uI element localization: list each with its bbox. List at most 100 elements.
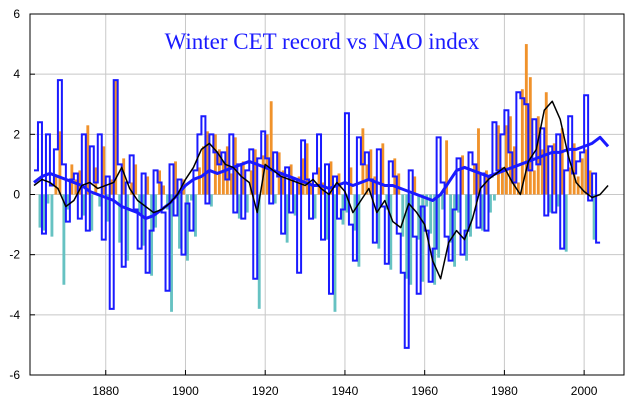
- nao-bar: [170, 194, 173, 312]
- nao-bar: [305, 143, 309, 195]
- nao-bar: [134, 164, 138, 195]
- nao-bar: [110, 179, 114, 195]
- nao-bar: [42, 194, 46, 231]
- nao-bar: [150, 194, 154, 276]
- nao-bar: [54, 176, 58, 195]
- nao-bar: [174, 161, 177, 195]
- nao-bar: [349, 167, 353, 195]
- nao-bar: [297, 176, 301, 195]
- nao-bar: [78, 170, 82, 195]
- x-tick-label: 1880: [92, 384, 119, 398]
- nao-bar: [273, 194, 277, 204]
- nao-bar: [361, 128, 365, 195]
- nao-bar: [317, 167, 321, 195]
- nao-bar: [572, 143, 576, 195]
- x-tick-label: 1900: [172, 384, 199, 398]
- nao-bar: [413, 176, 417, 195]
- y-tick-label: 6: [13, 7, 20, 21]
- nao-bar: [50, 194, 54, 237]
- nao-bar: [520, 89, 524, 195]
- nao-bar: [333, 194, 337, 312]
- nao-bar: [493, 194, 496, 201]
- smoothed-lines: [33, 100, 610, 280]
- nao-bar: [98, 194, 102, 207]
- nao-bar: [106, 194, 110, 222]
- nao-bar: [401, 194, 405, 237]
- x-tick-label: 1980: [491, 384, 518, 398]
- nao-bar: [190, 194, 193, 201]
- nao-bar: [473, 164, 476, 195]
- nao-bar: [421, 194, 425, 282]
- nao-bar: [205, 131, 209, 195]
- nao-bar: [301, 158, 305, 195]
- nao-bar: [449, 194, 453, 243]
- nao-bar: [213, 134, 217, 195]
- nao-bar: [441, 194, 445, 210]
- nao-bar: [532, 170, 536, 195]
- y-tick-label: 0: [13, 188, 20, 202]
- nao-bar: [385, 194, 389, 210]
- nao-bar: [508, 116, 512, 195]
- nao-bar: [564, 194, 568, 252]
- nao-bar: [58, 131, 62, 195]
- nao-bar: [536, 116, 540, 195]
- nao-bar: [146, 176, 150, 195]
- nao-bar: [90, 194, 94, 231]
- nao-bar: [560, 128, 564, 195]
- cet-step-series: [33, 79, 601, 349]
- nao-bar: [178, 194, 181, 249]
- nao-bar: [66, 194, 70, 210]
- nao-bar: [325, 194, 329, 240]
- nao-bar: [540, 149, 544, 195]
- nao-bar: [465, 194, 468, 261]
- nao-bar: [397, 173, 401, 195]
- chart-title: Winter CET record vs NAO index: [165, 29, 480, 54]
- nao-bar: [166, 194, 169, 210]
- nao-bar: [209, 194, 213, 207]
- nao-bar: [86, 125, 90, 195]
- nao-bar: [138, 194, 142, 213]
- nao-bar: [477, 128, 480, 195]
- nao-bar: [197, 167, 201, 195]
- y-tick-label: 2: [13, 127, 20, 141]
- nao-bar: [186, 194, 189, 261]
- x-tick-label: 1960: [411, 384, 438, 398]
- nao-bar: [445, 140, 449, 195]
- nao-bar: [114, 80, 118, 195]
- nao-bar: [552, 143, 556, 195]
- nao-bar: [257, 194, 261, 309]
- smoothed-cet-line: [33, 135, 610, 221]
- nao-bar: [481, 194, 484, 231]
- nao-bar: [588, 170, 592, 195]
- nao-bar: [122, 158, 126, 195]
- nao-bar: [309, 182, 313, 195]
- y-tick-label: -2: [9, 248, 20, 262]
- axis-ticks: -6 -4 -2 0 2 4 6 1880 1900 1920 1940 1960 1980 2000: [9, 7, 597, 398]
- nao-bar: [409, 194, 413, 285]
- nao-bar: [377, 194, 381, 249]
- nao-bar: [556, 194, 560, 207]
- x-tick-label: 1940: [332, 384, 359, 398]
- nao-bar: [381, 143, 385, 195]
- nao-bar: [126, 194, 130, 261]
- nao-bar: [345, 194, 349, 213]
- nao-bar: [417, 194, 421, 240]
- y-tick-label: -4: [9, 308, 20, 322]
- x-tick-label: 1920: [252, 384, 279, 398]
- smoothed-nao-line: [33, 100, 609, 280]
- cet-step-line: [33, 79, 601, 349]
- nao-bar: [548, 194, 552, 213]
- nao-bar: [321, 182, 325, 195]
- nao-bar: [46, 194, 50, 204]
- nao-bar: [94, 167, 98, 195]
- nao-bar: [453, 194, 457, 267]
- x-tick-label: 2000: [571, 384, 598, 398]
- nao-bar: [285, 194, 289, 243]
- y-tick-label: 4: [13, 67, 20, 81]
- nao-bar: [74, 179, 78, 195]
- nao-bar: [265, 134, 269, 195]
- nao-bar: [82, 194, 86, 216]
- nao-bar: [504, 125, 508, 195]
- nao-bar: [102, 146, 106, 195]
